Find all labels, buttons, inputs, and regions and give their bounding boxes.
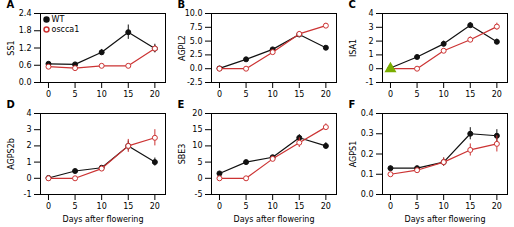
svg-text:10: 10	[439, 90, 449, 99]
svg-text:SS1: SS1	[7, 40, 16, 55]
svg-text:0.2: 0.2	[361, 150, 374, 159]
svg-text:20: 20	[492, 202, 502, 211]
svg-text:A: A	[7, 0, 15, 10]
svg-text:10: 10	[97, 90, 107, 99]
svg-text:SBE3: SBE3	[178, 144, 187, 165]
svg-text:Days after flowering: Days after flowering	[404, 215, 485, 224]
svg-text:20: 20	[492, 90, 502, 99]
svg-text:3: 3	[26, 125, 31, 134]
svg-text:5: 5	[244, 90, 249, 99]
svg-text:10: 10	[192, 141, 202, 150]
svg-text:0: 0	[197, 174, 202, 183]
svg-text:E: E	[178, 99, 185, 110]
svg-text:0.4: 0.4	[361, 109, 374, 118]
svg-text:15: 15	[294, 90, 304, 99]
svg-text:0.1: 0.1	[361, 170, 374, 179]
svg-text:D: D	[7, 99, 15, 110]
svg-text:0.0: 0.0	[361, 190, 374, 199]
svg-text:5: 5	[197, 158, 202, 167]
svg-text:5: 5	[415, 202, 420, 211]
svg-text:-1: -1	[24, 190, 32, 199]
svg-text:WT: WT	[52, 15, 65, 24]
svg-text:-5: -5	[195, 190, 203, 199]
svg-text:Days after flowering: Days after flowering	[233, 215, 314, 224]
svg-text:20: 20	[192, 109, 202, 118]
svg-text:AGPL2: AGPL2	[178, 35, 187, 61]
svg-text:1.8: 1.8	[19, 26, 32, 35]
svg-text:5.0: 5.0	[190, 37, 203, 46]
svg-text:0.6: 0.6	[19, 61, 32, 70]
svg-text:15: 15	[123, 90, 133, 99]
svg-text:0.0: 0.0	[190, 64, 203, 73]
svg-text:5: 5	[73, 202, 78, 211]
svg-text:Days after flowering: Days after flowering	[62, 215, 143, 224]
svg-text:AGPS2b: AGPS2b	[7, 138, 16, 170]
svg-text:4: 4	[368, 9, 373, 18]
svg-text:0: 0	[217, 202, 222, 211]
svg-text:0: 0	[46, 202, 51, 211]
svg-text:AGPS1: AGPS1	[349, 141, 358, 168]
svg-text:10.0: 10.0	[185, 9, 203, 18]
svg-text:B: B	[178, 0, 186, 10]
svg-text:20: 20	[321, 202, 331, 211]
svg-text:20: 20	[150, 202, 160, 211]
svg-text:0: 0	[217, 90, 222, 99]
svg-text:15: 15	[294, 202, 304, 211]
svg-text:0.0: 0.0	[19, 78, 32, 87]
svg-text:F: F	[349, 99, 356, 110]
svg-text:0: 0	[368, 64, 373, 73]
svg-text:5: 5	[415, 90, 420, 99]
svg-text:15: 15	[465, 90, 475, 99]
svg-text:-2.5: -2.5	[187, 78, 203, 87]
svg-text:2.5: 2.5	[190, 50, 203, 59]
svg-text:0: 0	[26, 174, 31, 183]
svg-text:2.4: 2.4	[19, 9, 32, 18]
svg-text:20: 20	[321, 90, 331, 99]
svg-text:10: 10	[268, 90, 278, 99]
svg-text:15: 15	[192, 125, 202, 134]
svg-text:oscca1: oscca1	[52, 25, 80, 34]
svg-text:5: 5	[73, 90, 78, 99]
svg-text:4: 4	[26, 109, 31, 118]
svg-text:-1: -1	[366, 78, 374, 87]
svg-text:10: 10	[97, 202, 107, 211]
svg-text:0: 0	[388, 90, 393, 99]
svg-text:5: 5	[244, 202, 249, 211]
svg-text:ISA1: ISA1	[349, 39, 358, 57]
svg-text:3: 3	[368, 23, 373, 32]
svg-text:2: 2	[368, 37, 373, 46]
svg-text:20: 20	[150, 90, 160, 99]
svg-text:0: 0	[46, 90, 51, 99]
svg-text:C: C	[349, 0, 356, 10]
svg-text:15: 15	[123, 202, 133, 211]
svg-text:0.3: 0.3	[361, 129, 374, 138]
svg-text:10: 10	[439, 202, 449, 211]
svg-text:1.2: 1.2	[19, 44, 32, 53]
svg-text:15: 15	[465, 202, 475, 211]
svg-text:0: 0	[388, 202, 393, 211]
svg-text:1: 1	[368, 50, 373, 59]
svg-text:10: 10	[268, 202, 278, 211]
svg-text:1: 1	[26, 158, 31, 167]
svg-text:7.5: 7.5	[190, 23, 203, 32]
svg-text:2: 2	[26, 141, 31, 150]
